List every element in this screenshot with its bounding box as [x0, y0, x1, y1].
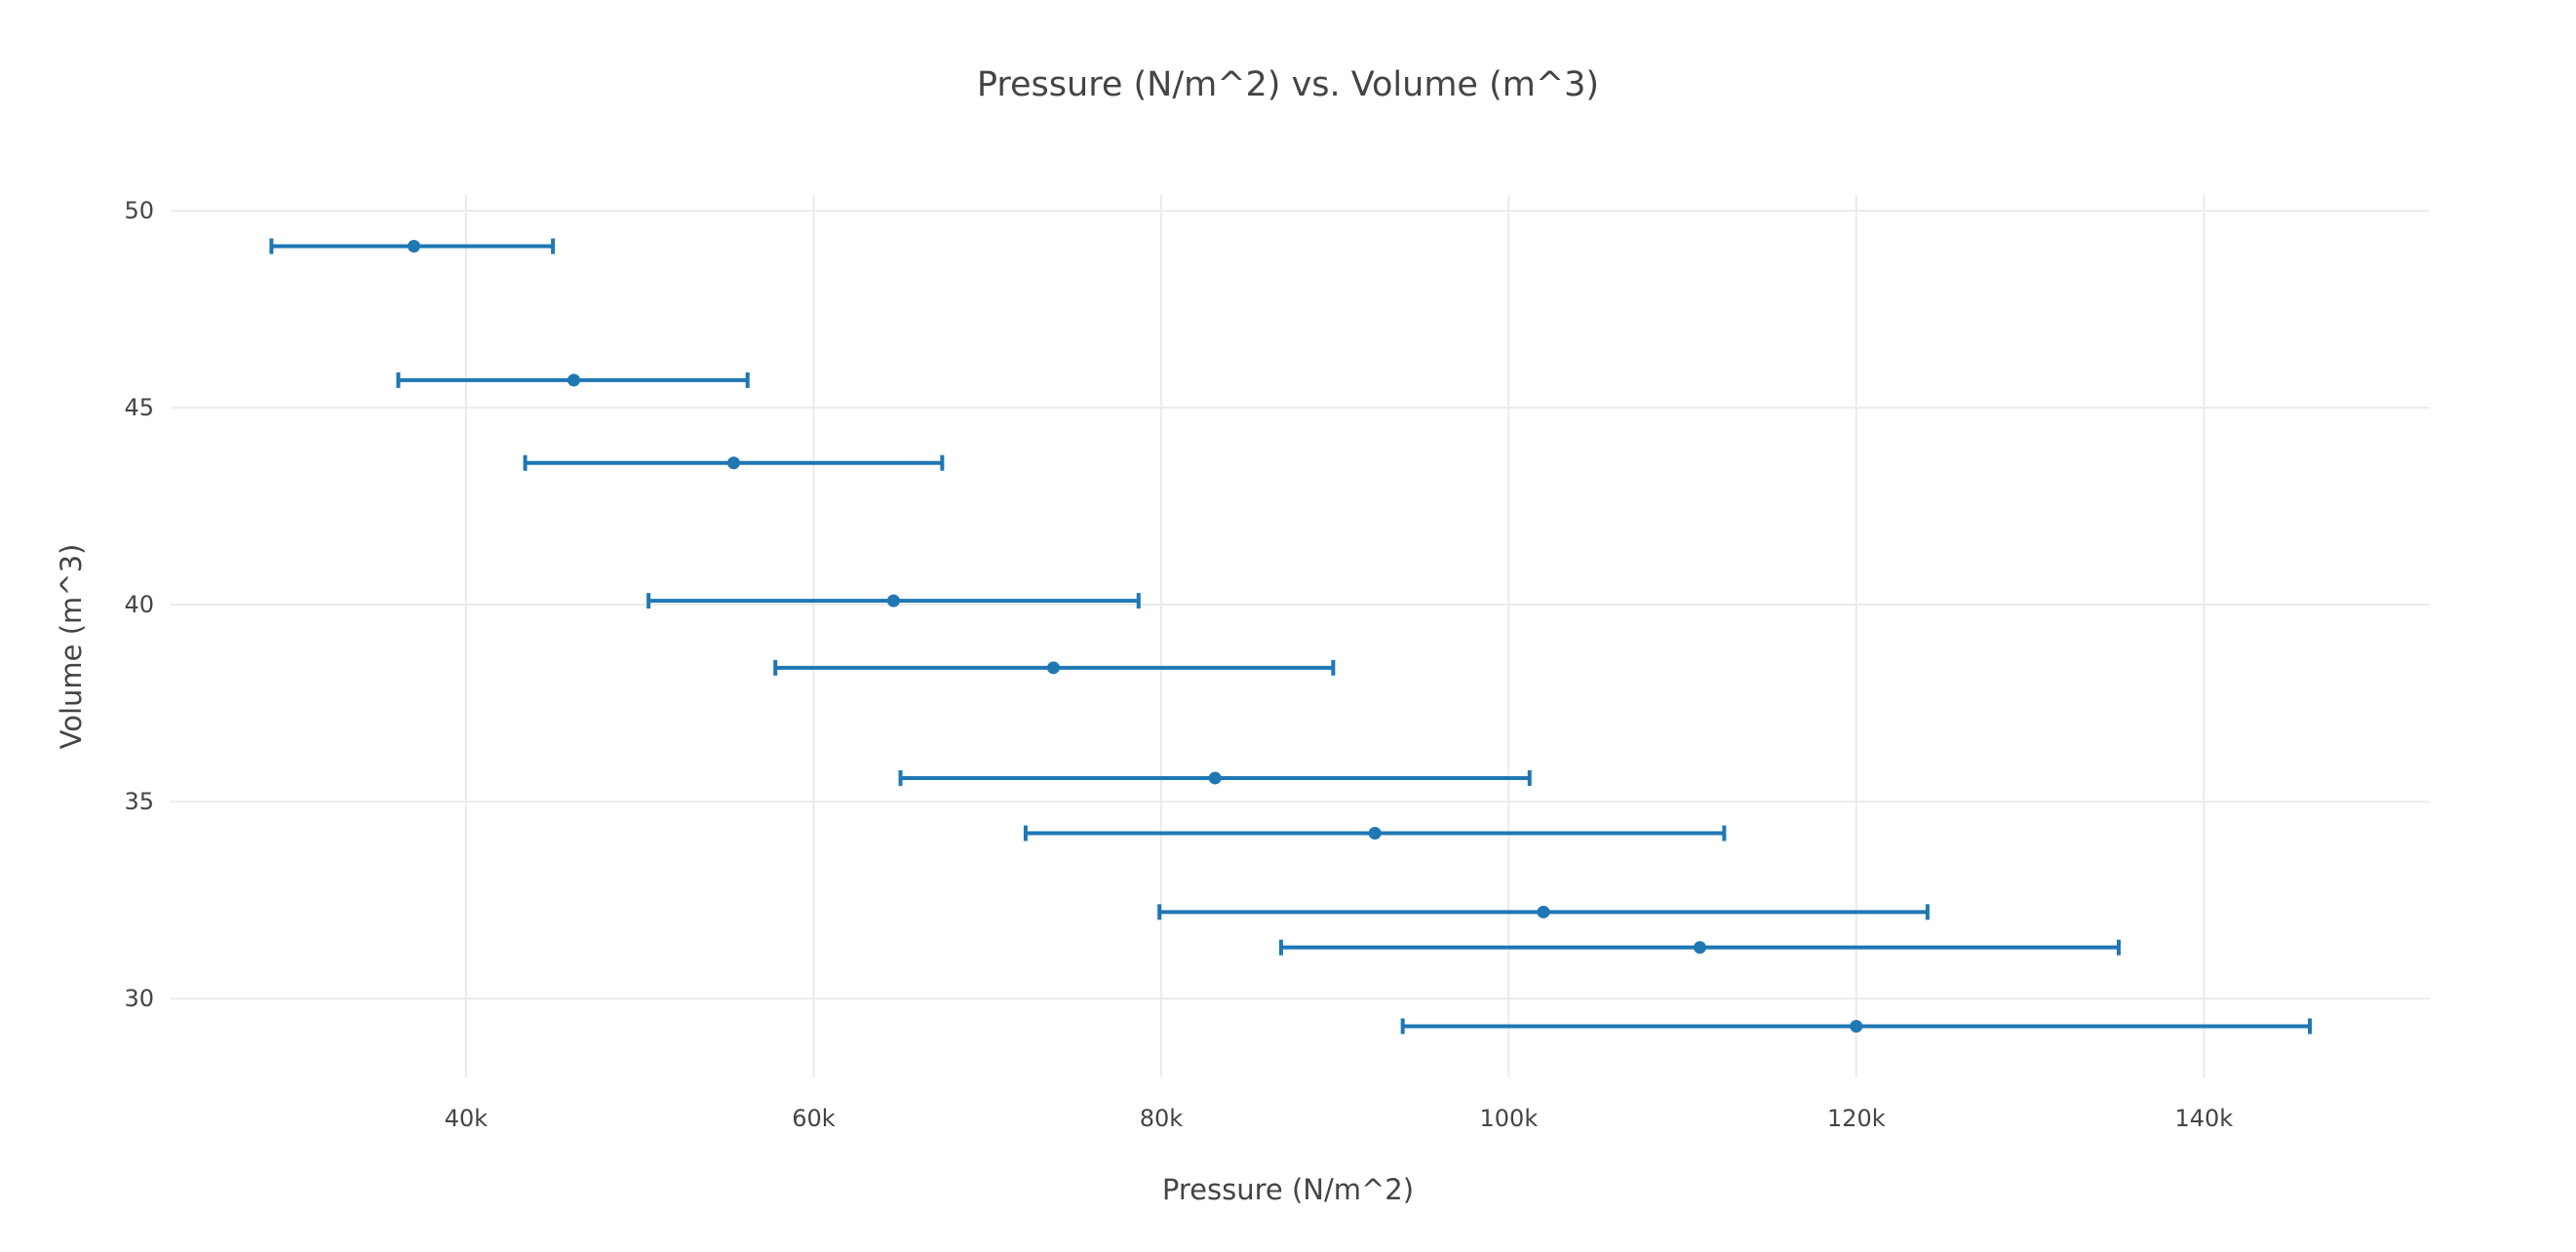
data-point-group	[396, 372, 750, 388]
data-point	[1046, 661, 1060, 675]
axis-tick-labels: 40k 60k 80k 100k 120k 140k 30 35 40 45 50	[124, 197, 2233, 1132]
x-tick-label: 120k	[1827, 1105, 1886, 1132]
data-point-group	[1023, 825, 1727, 841]
data-point-group	[269, 238, 556, 254]
y-tick-label: 35	[124, 788, 154, 815]
x-axis-title: Pressure (N/m^2)	[1162, 1173, 1414, 1206]
chart-title: Pressure (N/m^2) vs. Volume (m^3)	[977, 65, 1599, 104]
data-point	[1368, 827, 1382, 841]
x-tick-label: 40k	[445, 1105, 488, 1132]
x-tick-label: 100k	[1480, 1105, 1539, 1132]
x-tick-label: 80k	[1140, 1105, 1184, 1132]
y-tick-label: 40	[124, 591, 154, 618]
data-point-group	[898, 769, 1532, 786]
data-point-group	[773, 659, 1336, 676]
data-point-group	[646, 593, 1141, 609]
x-tick-label: 140k	[2174, 1105, 2233, 1132]
y-axis-title: Volume (m^3)	[55, 544, 88, 750]
data-point	[1208, 771, 1222, 785]
data-point-group	[1400, 1018, 2313, 1035]
data-point-group	[523, 454, 945, 471]
data-point	[1850, 1019, 1863, 1033]
data-point	[726, 456, 740, 470]
data-series	[269, 238, 2313, 1035]
y-tick-label: 50	[124, 197, 154, 224]
grid-lines	[171, 195, 2430, 1077]
data-point-group	[1157, 904, 1930, 920]
data-point	[566, 373, 580, 387]
y-tick-label: 45	[124, 394, 154, 421]
data-point	[408, 240, 421, 254]
x-tick-label: 60k	[792, 1105, 836, 1132]
data-point-group	[1278, 939, 2121, 956]
data-point	[1537, 905, 1550, 919]
data-point	[1693, 941, 1706, 955]
data-point	[886, 594, 900, 607]
y-tick-label: 30	[124, 985, 154, 1012]
